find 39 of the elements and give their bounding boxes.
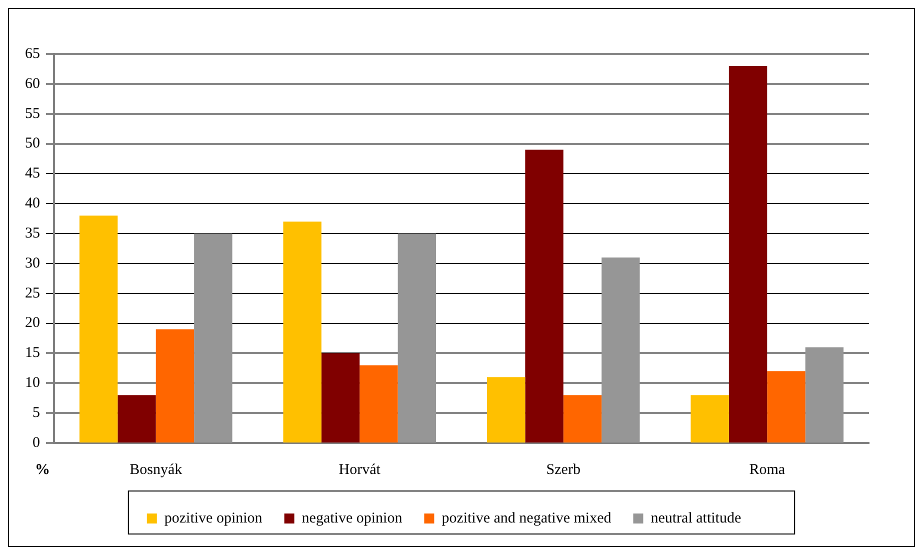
bar: [79, 216, 118, 442]
bar: [525, 150, 564, 442]
bar: [728, 66, 768, 442]
bar: [398, 234, 436, 442]
x-tick-label: Roma: [749, 462, 786, 478]
y-tick-label: 60: [25, 76, 40, 92]
y-tick-label: 0: [32, 434, 40, 451]
bar: [563, 395, 602, 442]
bar: [156, 329, 194, 442]
y-tick-label: 15: [25, 345, 40, 362]
y-tick-label: 20: [25, 315, 40, 332]
bar: [321, 353, 360, 442]
y-tick-label: 25: [25, 285, 40, 302]
y-tick-label: 5: [32, 405, 40, 422]
legend-label: neutral attitude: [650, 510, 742, 526]
legend-label: pozitive and negative mixed: [442, 510, 612, 526]
bar: [602, 257, 640, 442]
y-tick-label: 50: [25, 136, 40, 152]
x-tick-label: Horvát: [338, 462, 382, 478]
y-tick-label: 30: [25, 255, 40, 272]
bar: [805, 347, 844, 442]
y-tick-label: 45: [25, 166, 40, 182]
bar: [194, 234, 232, 442]
x-tick-label: Bosnyák: [130, 462, 183, 478]
bar: [767, 371, 806, 442]
x-tick-label: Szerb: [546, 462, 580, 478]
y-tick-label: 65: [25, 46, 40, 62]
y-tick-label: 40: [25, 196, 40, 212]
y-axis-title: %: [35, 462, 50, 478]
bar: [283, 222, 322, 442]
bar: [486, 377, 526, 442]
bar: [118, 395, 156, 442]
y-tick-label: 35: [25, 225, 40, 242]
y-tick-label: 10: [25, 375, 40, 392]
legend-label: pozitive opinion: [164, 510, 263, 526]
bar: [360, 365, 398, 442]
bar: [690, 395, 729, 442]
y-tick-label: 55: [25, 106, 40, 122]
legend-label: negative opinion: [302, 510, 403, 526]
